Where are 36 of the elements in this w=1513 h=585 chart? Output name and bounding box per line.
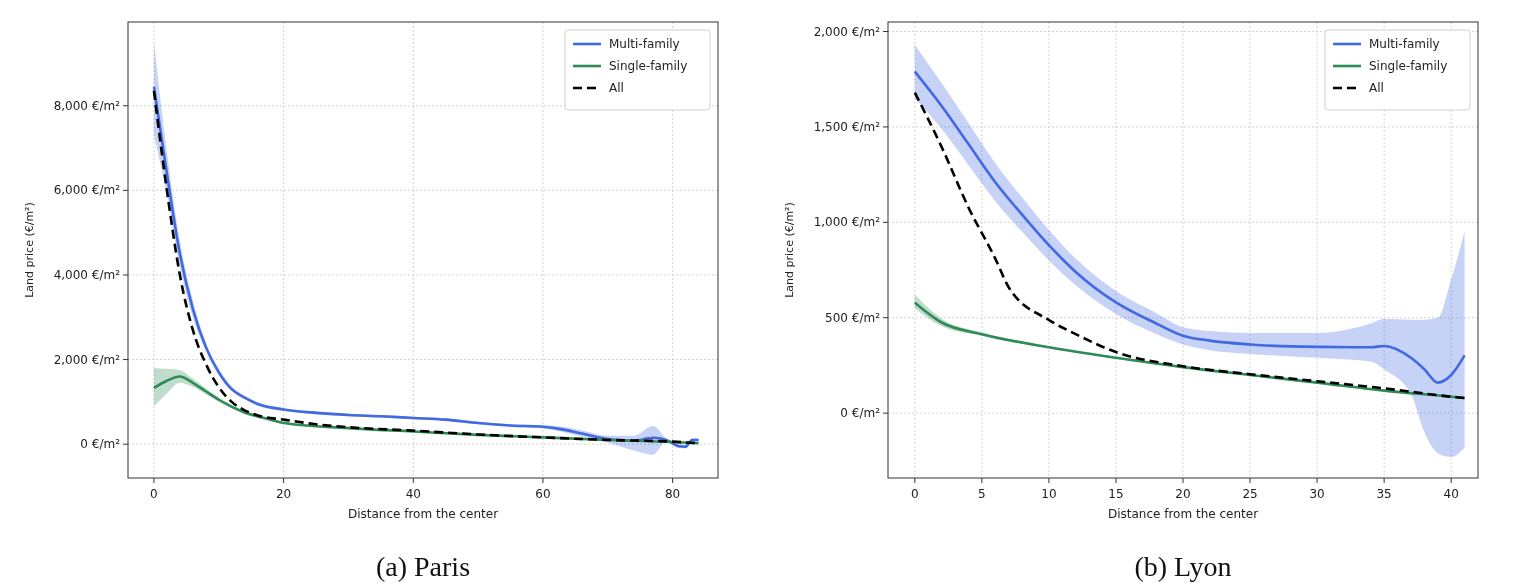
x-tick-label: 0 xyxy=(911,487,919,501)
y-tick-label: 0 €/m² xyxy=(840,406,881,421)
y-tick-label: 2,000 €/m² xyxy=(813,24,881,39)
y-axis-title: Land price (€/m²) xyxy=(23,202,36,298)
x-axis-title: Distance from the center xyxy=(347,507,499,521)
text: (a) Paris xyxy=(375,551,471,582)
y-tick-label: 4,000 €/m² xyxy=(53,267,121,282)
y-tick-label: 0 €/m² xyxy=(80,437,121,452)
legend-label: All xyxy=(1369,81,1384,95)
y-tick-label: 2,000 €/m² xyxy=(53,352,121,367)
legend-label: Multi-family xyxy=(609,37,680,51)
x-tick-label: 20 xyxy=(275,487,292,501)
x-tick-label: 40 xyxy=(405,487,421,501)
x-tick-label: 25 xyxy=(1242,487,1258,501)
y-axis-title: Land price (€/m²) xyxy=(783,202,796,298)
legend-label: All xyxy=(609,81,624,95)
legend-label: Single-family xyxy=(1369,59,1448,73)
x-tick-label: 10 xyxy=(1041,487,1057,501)
x-tick-label: 40 xyxy=(1443,487,1459,501)
y-tick-label: 1,500 €/m² xyxy=(813,119,881,134)
x-tick-label: 80 xyxy=(664,487,681,501)
x-tick-label: 60 xyxy=(535,487,551,501)
x-tick-label: 0 xyxy=(150,487,158,501)
y-tick-label: 1,000 €/m² xyxy=(813,215,881,230)
legend-label: Multi-family xyxy=(1369,37,1440,51)
legend-label: Single-family xyxy=(609,59,688,73)
x-tick-label: 30 xyxy=(1309,487,1325,501)
x-axis-title: Distance from the center xyxy=(1107,507,1259,521)
text: (b) Lyon xyxy=(1134,551,1232,582)
x-tick-label: 35 xyxy=(1376,487,1392,501)
x-tick-label: 20 xyxy=(1175,487,1191,501)
y-tick-label: 8,000 €/m² xyxy=(53,98,121,113)
x-tick-label: 5 xyxy=(978,487,986,501)
y-tick-label: 500 €/m² xyxy=(825,310,881,325)
y-tick-label: 6,000 €/m² xyxy=(53,183,121,198)
x-tick-label: 15 xyxy=(1108,487,1124,501)
